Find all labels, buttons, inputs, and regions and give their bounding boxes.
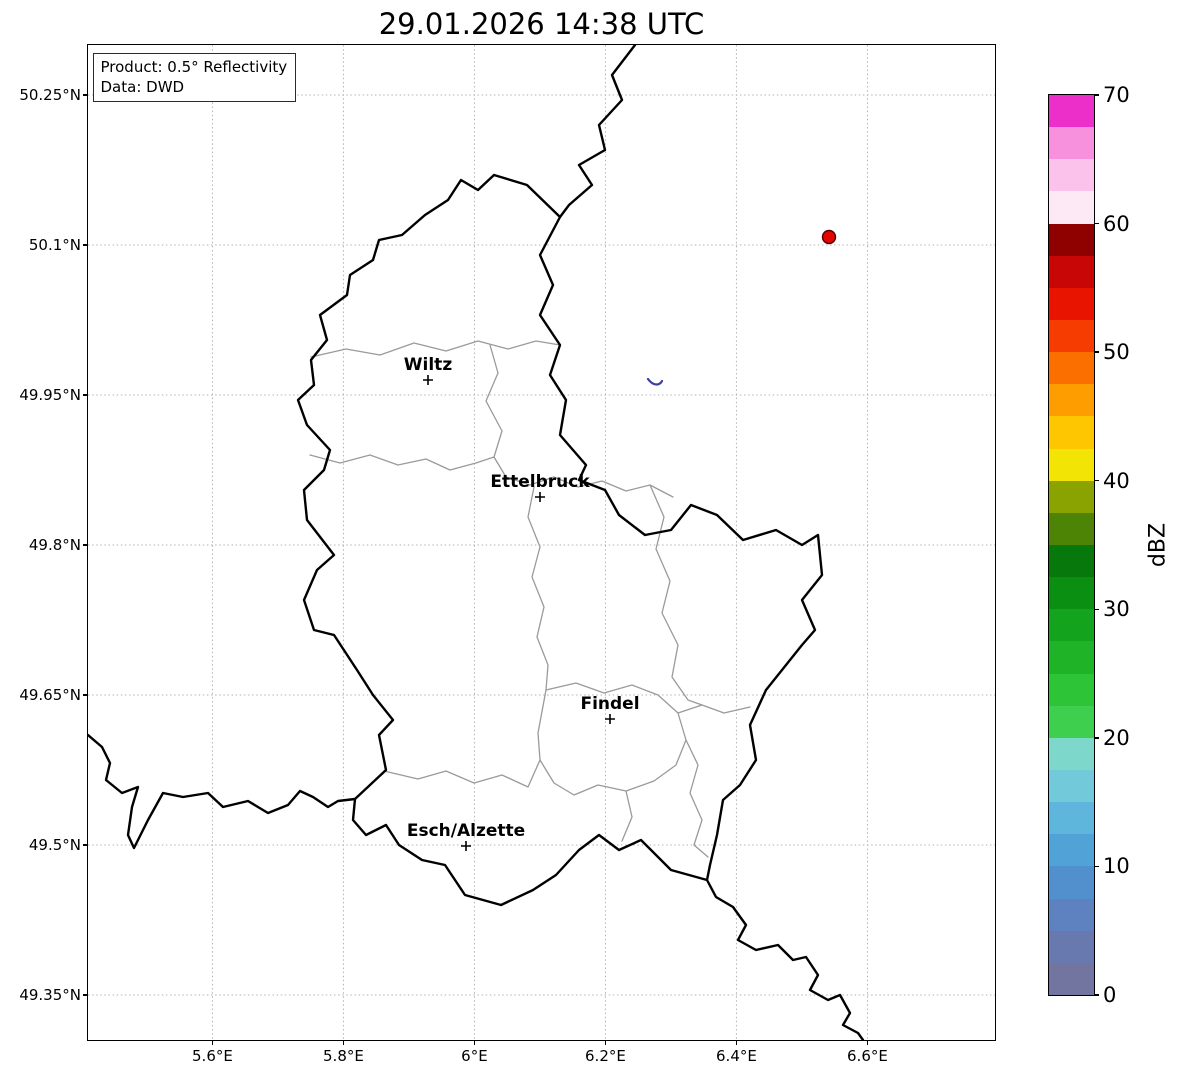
product-info-line2: Data: DWD — [100, 77, 185, 96]
colorbar-tick — [1094, 865, 1099, 868]
y-tick — [83, 844, 88, 846]
colorbar-tick — [1094, 479, 1099, 482]
y-tick-label: 49.65°N — [19, 686, 81, 704]
colorbar-segment — [1049, 448, 1094, 481]
city-label: Esch/Alzette — [406, 821, 524, 841]
y-tick-label: 49.5°N — [28, 836, 81, 854]
colorbar-segment — [1049, 898, 1094, 931]
small-echo-trace — [646, 377, 663, 386]
colorbar-segment — [1049, 95, 1094, 128]
colorbar-segment — [1049, 834, 1094, 867]
colorbar-segment — [1049, 802, 1094, 835]
x-tick — [342, 1040, 345, 1045]
city-plus-marker — [422, 374, 433, 385]
colorbar-tick — [1094, 94, 1099, 96]
colorbar-tick-label: 20 — [1103, 725, 1130, 750]
y-tick-label: 49.35°N — [19, 986, 81, 1004]
y-tick — [83, 394, 88, 396]
colorbar-tick-label: 60 — [1103, 211, 1130, 236]
colorbar-segment — [1049, 159, 1094, 192]
colorbar-tick-label: 30 — [1103, 597, 1130, 622]
france-belgium-border — [87, 733, 356, 849]
colorbar-segment — [1049, 223, 1094, 256]
colorbar-segment — [1049, 930, 1094, 963]
radar-echo-dot — [821, 229, 836, 244]
x-tick-label: 6°E — [461, 1047, 488, 1065]
echo-layer — [821, 229, 836, 244]
y-tick — [83, 94, 88, 96]
colorbar-tick — [1094, 351, 1099, 353]
y-tick — [83, 694, 88, 696]
colorbar-tick — [1094, 222, 1099, 225]
colorbar-segment — [1049, 384, 1094, 417]
city-plus-marker — [534, 491, 545, 502]
x-tick — [211, 1040, 214, 1045]
belgium-germany-border — [558, 44, 636, 218]
x-tick — [473, 1040, 476, 1045]
x-tick — [866, 1040, 869, 1045]
x-tick-label: 6.4°E — [716, 1047, 757, 1065]
y-tick — [83, 994, 88, 996]
colorbar-segment — [1049, 769, 1094, 803]
colorbar-segment — [1049, 866, 1094, 899]
gridlines — [87, 44, 995, 1040]
colorbar-segment — [1049, 737, 1094, 770]
colorbar-tick-label: 40 — [1103, 468, 1130, 493]
colorbar-tick — [1094, 737, 1099, 739]
colorbar-segment — [1049, 609, 1094, 642]
y-tick-label: 50.1°N — [28, 236, 81, 254]
colorbar — [1048, 94, 1095, 996]
colorbar-segment — [1049, 255, 1094, 288]
y-tick-label: 50.25°N — [19, 86, 81, 104]
map-canvas: Wiltz Ettelbruck Findel Esch/Alzette — [87, 44, 995, 1040]
product-info-line1: Product: 0.5° Reflectivity — [100, 57, 288, 76]
city-plus-marker — [604, 713, 615, 724]
colorbar-segment — [1049, 416, 1094, 449]
colorbar-segment — [1049, 673, 1094, 706]
city-plus-marker — [460, 840, 471, 851]
x-tick-label: 5.8°E — [323, 1047, 364, 1065]
city-label: Wiltz — [403, 355, 452, 375]
y-tick — [83, 544, 88, 546]
x-tick — [735, 1040, 738, 1045]
colorbar-tick — [1094, 608, 1099, 611]
y-tick — [83, 244, 88, 246]
colorbar-tick-label: 50 — [1103, 340, 1130, 365]
colorbar-tick-label: 10 — [1103, 854, 1130, 879]
product-info-box: Product: 0.5° Reflectivity Data: DWD — [92, 52, 297, 102]
luxembourg-border — [296, 173, 823, 906]
colorbar-segment — [1049, 641, 1094, 674]
colorbar-segment — [1049, 512, 1094, 545]
colorbar-segment — [1049, 287, 1094, 320]
x-tick — [604, 1040, 607, 1045]
x-tick-label: 6.6°E — [847, 1047, 888, 1065]
colorbar-segment — [1049, 577, 1094, 610]
x-tick-label: 6.2°E — [585, 1047, 626, 1065]
x-tick-label: 5.6°E — [192, 1047, 233, 1065]
colorbar-segment — [1049, 127, 1094, 160]
map-axes: Product: 0.5° Reflectivity Data: DWD — [86, 43, 996, 1041]
plot-title: 29.01.2026 14:38 UTC — [378, 7, 705, 41]
colorbar-segment — [1049, 480, 1094, 513]
y-tick-label: 49.8°N — [28, 536, 81, 554]
city-label: Findel — [580, 694, 639, 714]
city-label: Ettelbruck — [490, 472, 590, 492]
colorbar-segment — [1049, 352, 1094, 385]
colorbar-tick-label: 0 — [1103, 983, 1117, 1007]
colorbar-tick — [1094, 994, 1099, 996]
colorbar-tick-label: 70 — [1103, 83, 1130, 107]
colorbar-segment — [1049, 705, 1094, 738]
colorbar-segment — [1049, 319, 1094, 353]
y-tick-label: 49.95°N — [19, 386, 81, 404]
city-markers: Wiltz Ettelbruck Findel Esch/Alzette — [403, 355, 639, 851]
colorbar-segment — [1049, 544, 1094, 578]
colorbar-segment — [1049, 191, 1094, 224]
colorbar-axis-label: dBZ — [1145, 522, 1171, 568]
colorbar-segment — [1049, 962, 1094, 995]
france-germany-border — [705, 878, 864, 1040]
